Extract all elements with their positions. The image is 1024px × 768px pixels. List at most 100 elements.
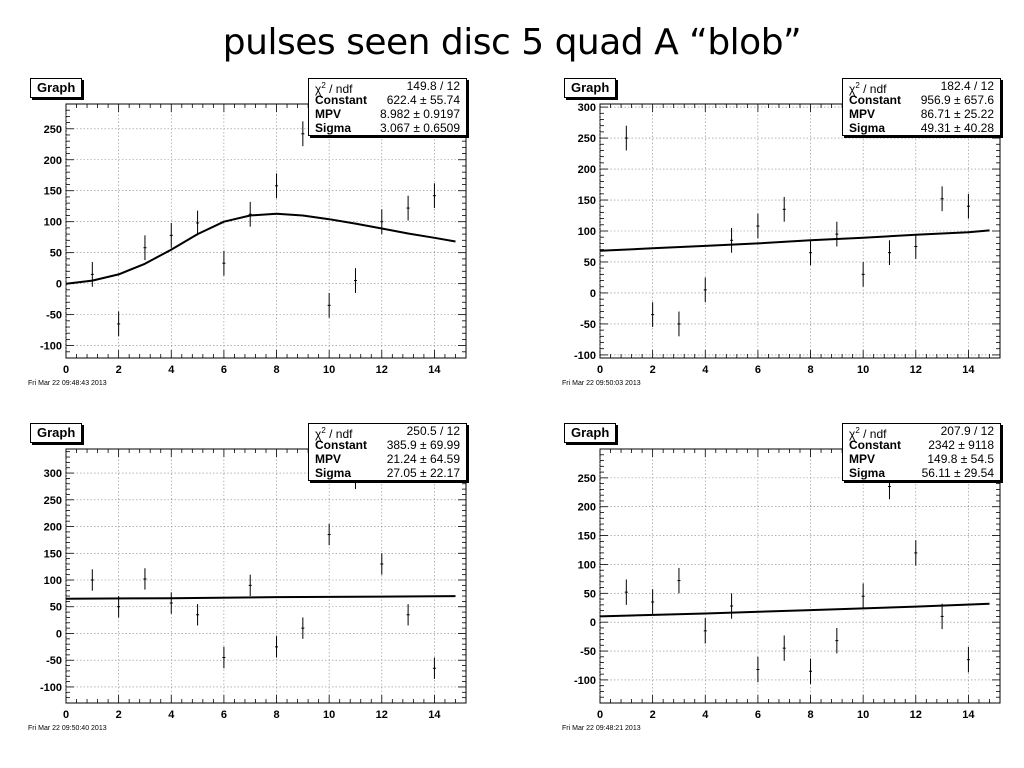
data-point [406,195,410,221]
chart-panel-bottom-left: 0 2 4 6 8 10 12 14 -100 -50 0 50 100 150 200 250 300 Grap… [28,423,510,743]
x-tick-label: 0 [597,709,603,721]
chart-panel-top-left: 0 2 4 6 8 10 12 14 -100 -50 0 50 100 150 200 250 Graph χ2… [28,78,510,398]
stats-key: MPV [849,107,876,121]
data-point [703,618,707,644]
y-tick-label: 250 [44,124,62,136]
stats-key: Constant [849,438,901,452]
x-tick-label: 6 [755,364,761,376]
data-point [914,234,918,259]
stats-row: χ2 / ndf 250.5 / 12 [309,424,466,441]
graph-title-box: Graph [564,423,617,443]
x-tick-label: 0 [63,364,69,376]
data-point [624,579,628,605]
fit-curve [599,229,990,252]
stats-value: 3.067 ± 0.6509 [380,121,460,135]
stats-key: Constant [315,438,367,452]
y-tick-label: -100 [40,682,62,694]
y-tick-label: 200 [578,164,596,176]
stats-row: χ2 / ndf 182.4 / 12 [843,79,1000,96]
timestamp: Fri Mar 22 09:50:03 2013 [562,380,641,387]
stats-value: 149.8 ± 54.5 [927,452,994,466]
y-tick-label: -100 [40,341,62,353]
stats-key: Sigma [849,466,886,480]
data-point [703,277,707,303]
chart-panel-bottom-right: 0 2 4 6 8 10 12 14 -100 -50 0 50 100 150 200 250 Graph χ2… [562,423,1024,743]
data-point [940,186,944,212]
data-point [835,221,839,247]
timestamp: Fri Mar 22 09:50:40 2013 [28,725,107,732]
plot-frame [599,448,1001,704]
y-tick-label: 150 [44,548,62,560]
x-tick-label: 10 [323,709,335,721]
data-point [143,568,147,590]
data-point [914,540,918,566]
y-tick-label: 250 [578,133,596,145]
x-tick-label: 4 [702,709,709,721]
stats-row: Constant 2342 ± 9118 [843,438,1000,452]
stats-key: χ2 / ndf [849,81,887,96]
y-tick-label: 0 [56,279,62,291]
y-tick-label: 150 [44,186,62,198]
fit-stats-box: χ2 / ndf 182.4 / 12 Constant 956.9 ± 657.6 M… [842,78,1001,136]
x-tick-label: 6 [221,709,227,721]
y-tick-label: -50 [580,319,596,331]
y-tick-label: 200 [578,502,596,514]
data-point [301,121,305,147]
chart-panel-top-right: 0 2 4 6 8 10 12 14 -100 -50 0 50 100 150 200 250 300 Grap… [562,78,1024,398]
stats-row: Constant 385.9 ± 69.99 [309,438,466,452]
data-point [809,240,813,266]
stats-row: MPV 8.982 ± 0.9197 [309,107,466,121]
y-tick-label: 250 [44,495,62,507]
data-point [275,173,279,199]
y-tick-label: 200 [44,522,62,534]
stats-key: χ2 / ndf [315,426,353,441]
data-point [861,261,865,287]
data-point [861,583,865,609]
data-point [143,235,147,261]
data-point [169,592,173,614]
timestamp: Fri Mar 22 09:48:43 2013 [28,380,107,387]
data-point [275,636,279,658]
fit-curve [599,602,990,618]
stats-row: Sigma 3.067 ± 0.6509 [309,121,466,135]
y-tick-label: -100 [574,350,596,362]
plot-frame [65,103,467,359]
x-tick-label: 2 [650,709,656,721]
fit-stats-box: χ2 / ndf 207.9 / 12 Constant 2342 ± 9118 MPV… [842,423,1001,481]
stats-value: 182.4 / 12 [940,79,994,93]
stats-key: χ2 / ndf [849,426,887,441]
data-point [117,311,121,337]
data-point [327,292,331,318]
stats-value: 956.9 ± 657.6 [920,93,994,107]
fit-curve [65,212,456,285]
x-tick-label: 10 [857,364,869,376]
stats-row: Sigma 56.11 ± 29.54 [843,466,1000,480]
x-tick-label: 8 [273,709,279,721]
y-tick-label: 100 [578,559,596,571]
stats-row: MPV 86.71 ± 25.22 [843,107,1000,121]
x-tick-label: 8 [273,364,279,376]
chart-svg: 0 2 4 6 8 10 12 14 -100 -50 0 50 100 150 200 250 300 [574,102,1001,376]
y-tick-label: 150 [578,531,596,543]
x-tick-label: 4 [702,364,709,376]
stats-value: 49.31 ± 40.28 [920,121,994,135]
y-tick-label: 200 [44,155,62,167]
data-point [677,567,681,594]
stats-row: Sigma 49.31 ± 40.28 [843,121,1000,135]
x-tick-label: 12 [376,709,388,721]
y-tick-label: 250 [578,473,596,485]
data-point [966,647,970,673]
data-point [380,553,384,575]
x-tick-label: 6 [755,709,761,721]
chart-svg: 0 2 4 6 8 10 12 14 -100 -50 0 50 100 150 200 250 300 [40,448,467,721]
data-point [301,617,305,639]
graph-title-box: Graph [30,78,83,98]
data-point [782,196,786,222]
data-point [222,250,226,276]
x-tick-label: 0 [63,709,69,721]
graph-title-box: Graph [564,78,617,98]
stats-row: χ2 / ndf 149.8 / 12 [309,79,466,96]
timestamp: Fri Mar 22 09:48:21 2013 [562,725,641,732]
y-tick-label: 0 [56,628,62,640]
y-tick-label: 50 [584,588,596,600]
